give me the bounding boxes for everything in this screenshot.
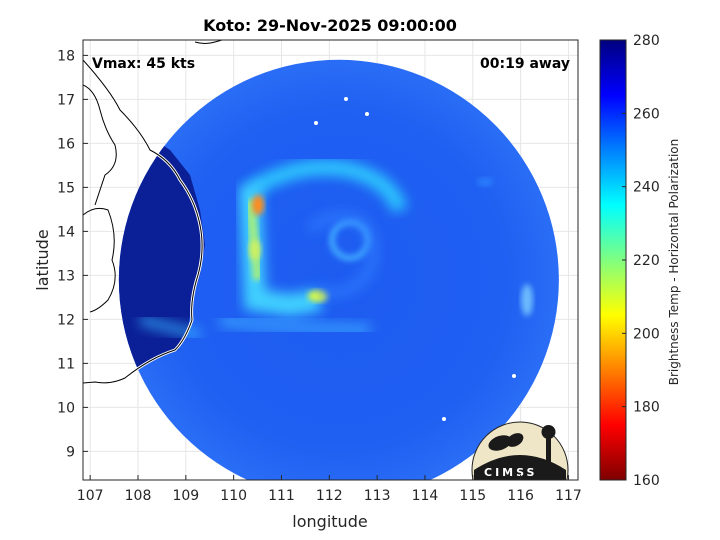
- y-tick-label: 18: [57, 48, 75, 64]
- y-tick-label: 10: [57, 400, 75, 416]
- speck-point: [344, 97, 348, 101]
- plot-content: CIMSS: [83, 40, 569, 480]
- colorbar-tick-label: 240: [633, 180, 660, 196]
- y-tick-label: 9: [66, 444, 75, 460]
- y-tick-label: 13: [57, 268, 75, 284]
- speck-point: [442, 417, 446, 421]
- speck-point: [365, 112, 369, 116]
- colorbar-tick-label: 280: [633, 33, 660, 49]
- x-tick-label: 109: [172, 488, 199, 504]
- y-axis-ticks: 9 10 11 12 13 14 15 16 17 18: [57, 48, 88, 460]
- x-tick-label: 112: [316, 488, 343, 504]
- time-away-annotation: 00:19 away: [480, 56, 570, 72]
- y-tick-label: 16: [57, 136, 75, 152]
- y-tick-label: 15: [57, 180, 75, 196]
- colorbar-tick-label: 220: [633, 253, 660, 269]
- colorbar-tick-label: 200: [633, 326, 660, 342]
- y-tick-label: 17: [57, 92, 75, 108]
- x-axis-label: longitude: [292, 512, 367, 531]
- vmax-annotation: Vmax: 45 kts: [92, 56, 195, 72]
- colorbar-tick-label: 260: [633, 106, 660, 122]
- x-tick-label: 115: [459, 488, 486, 504]
- x-axis-ticks: 107 108 109 110 111 112 113 114 115 116 117: [77, 475, 582, 504]
- x-tick-label: 110: [220, 488, 247, 504]
- colorbar-tick-label: 160: [633, 473, 660, 489]
- colorbar-tick-label: 180: [633, 400, 660, 416]
- colorbar: [599, 39, 627, 481]
- cimss-logo: CIMSS: [471, 421, 569, 480]
- x-tick-label: 114: [412, 488, 439, 504]
- cold-cloud-core: [252, 195, 264, 215]
- x-tick-label: 111: [268, 488, 295, 504]
- colorbar-ticks: 160 180 200 220 240 260 280: [622, 33, 660, 489]
- x-tick-label: 108: [125, 488, 152, 504]
- x-tick-label: 107: [77, 488, 104, 504]
- chart-title: Koto: 29-Nov-2025 09:00:00: [203, 16, 457, 35]
- rainband-features: [138, 159, 533, 340]
- logo-text: CIMSS: [484, 466, 537, 479]
- y-tick-label: 14: [57, 224, 75, 240]
- y-axis-label: latitude: [33, 229, 52, 290]
- microwave-swath: [118, 59, 559, 480]
- colorbar-label: Brightness Temp - Horizontal Polarizatio…: [667, 139, 681, 386]
- axes-frame: [82, 39, 579, 481]
- coastline: [83, 40, 223, 385]
- y-tick-label: 12: [57, 312, 75, 328]
- x-tick-label: 116: [507, 488, 534, 504]
- x-tick-label: 117: [555, 488, 582, 504]
- x-tick-label: 113: [364, 488, 391, 504]
- y-tick-label: 11: [57, 356, 75, 372]
- speck-point: [512, 374, 516, 378]
- speck-point: [314, 121, 318, 125]
